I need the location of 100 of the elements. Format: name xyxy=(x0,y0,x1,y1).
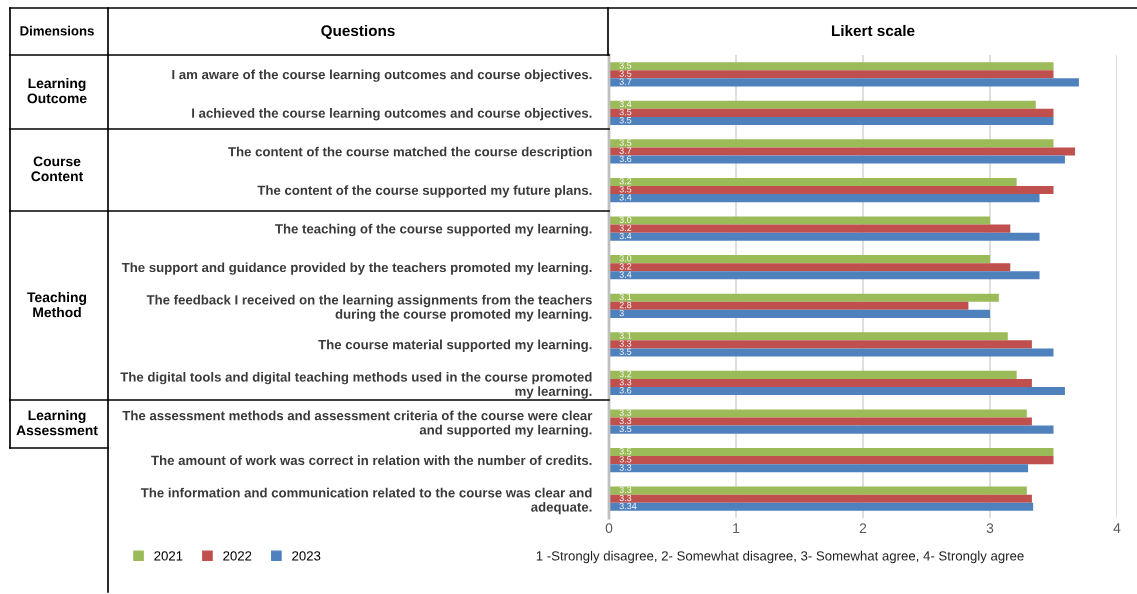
bar xyxy=(609,271,1040,280)
data-label: 3.5 xyxy=(619,108,632,116)
data-label: 3.3 xyxy=(619,378,632,386)
text: Teaching Method xyxy=(27,292,87,318)
data-label: 3.2 xyxy=(619,370,632,378)
data-label: 3.3 xyxy=(619,494,632,502)
y-tick-label: The content of the course matched the course description xyxy=(228,146,592,159)
bar xyxy=(609,425,1054,434)
bar xyxy=(609,409,1027,418)
data-label: 3.5 xyxy=(619,117,632,124)
data-label: 3.5 xyxy=(619,448,632,455)
data-label: 3.3 xyxy=(619,464,632,471)
data-label: 3.5 xyxy=(619,186,632,193)
data-label: 3.7 xyxy=(619,78,632,85)
x-tick-label: 2 xyxy=(859,523,867,533)
bar xyxy=(609,100,1036,109)
bar xyxy=(609,456,1054,465)
data-label: 3.3 xyxy=(619,340,632,347)
data-label: 3.2 xyxy=(619,263,632,270)
y-tick-label: The information and communication related to the course was clear and adequate. xyxy=(140,487,592,515)
bar xyxy=(609,62,1054,71)
bar xyxy=(609,494,1032,503)
data-label: 3.2 xyxy=(619,177,632,185)
data-label: 3.3 xyxy=(619,417,632,424)
data-label: 3.4 xyxy=(619,194,632,201)
data-label: 3.3 xyxy=(619,409,632,416)
data-label: 3.34 xyxy=(619,502,637,510)
x-tick-label: 1 xyxy=(733,523,740,533)
text: Dimensions xyxy=(20,25,94,36)
bar xyxy=(609,139,1054,148)
bar xyxy=(609,70,1054,79)
bar xyxy=(609,108,1054,117)
bar xyxy=(609,263,1011,272)
y-tick-label: I am aware of the course learning outcomes and course objectives. xyxy=(172,69,592,82)
bar xyxy=(609,378,1032,388)
data-label: 3.1 xyxy=(619,293,632,301)
bar xyxy=(609,464,1029,473)
data-label: 3.4 xyxy=(619,232,632,240)
bar xyxy=(609,216,990,225)
bar xyxy=(609,332,1008,341)
x-axis-title: 1 -Strongly disagree, 2- Somewhat disagree, 3- Somewhat agree, 4- Strongly agree xyxy=(536,550,1024,564)
y-tick-label: The digital tools and digital teaching methods used in the course promoted my learning. xyxy=(120,372,592,399)
bar xyxy=(609,340,1032,349)
y-tick-label: The assessment methods and assessment criteria of the course were clear and supported my learning. xyxy=(122,410,593,438)
text: Questions xyxy=(321,24,395,39)
bar xyxy=(609,447,1054,457)
bar xyxy=(609,348,1054,357)
chart-title: Likert scale xyxy=(831,24,915,37)
data-label: 3.5 xyxy=(619,139,632,146)
data-label: 3.7 xyxy=(619,147,632,154)
bar xyxy=(609,255,990,264)
data-label: 3.0 xyxy=(619,255,632,262)
bar xyxy=(609,370,1017,379)
y-tick-label: The teaching of the course supported my learning. xyxy=(275,223,592,237)
y-tick-label: I achieved the course learning outcomes and course objectives. xyxy=(192,108,592,121)
bar xyxy=(609,78,1079,87)
bar xyxy=(609,387,1065,396)
data-label: 3.5 xyxy=(619,348,632,355)
x-tick-label: 3 xyxy=(986,523,994,534)
bar xyxy=(609,502,1034,511)
x-tick-label: 4 xyxy=(1113,523,1121,533)
data-label: 3.1 xyxy=(619,332,632,339)
bar xyxy=(609,147,1076,156)
data-label: 3.0 xyxy=(619,216,632,223)
y-tick-label: The course material supported my learning. xyxy=(318,339,592,352)
bar xyxy=(609,177,1017,186)
text: Course Content xyxy=(31,156,84,182)
bar xyxy=(609,116,1054,126)
data-label: 3.4 xyxy=(619,271,632,278)
legend-label: 2021 xyxy=(154,551,183,561)
y-tick-label: The content of the course supported my future plans. xyxy=(257,185,592,198)
legend-label: 2022 xyxy=(223,551,252,561)
data-label: 3.6 xyxy=(619,387,632,394)
data-label: 3.2 xyxy=(619,224,632,232)
bar xyxy=(609,224,1011,233)
x-tick-label: 0 xyxy=(605,523,613,534)
data-label: 3.6 xyxy=(619,155,632,162)
data-label: 3 xyxy=(619,309,624,317)
bar xyxy=(609,232,1040,241)
text: Learning Outcome xyxy=(27,78,87,104)
data-label: 3.5 xyxy=(619,62,632,69)
bar xyxy=(609,486,1027,495)
text: Learning Assessment xyxy=(16,410,98,436)
bar xyxy=(609,417,1032,426)
data-label: 3.5 xyxy=(619,456,632,463)
y-tick-label: The amount of work was correct in relation with the number of credits. xyxy=(151,455,592,466)
bar xyxy=(609,155,1065,164)
data-label: 3.3 xyxy=(619,486,632,494)
bar xyxy=(609,293,999,302)
data-label: 2.8 xyxy=(619,301,632,309)
bar xyxy=(609,194,1040,203)
data-label: 3.5 xyxy=(619,425,632,433)
data-label: 3.4 xyxy=(619,100,632,108)
bar xyxy=(609,309,990,318)
legend-label: 2023 xyxy=(292,551,321,561)
data-label: 3.5 xyxy=(619,70,632,77)
y-tick-label: The feedback I received on the learning assignments from the teachers during the course promoted my learning. xyxy=(146,294,592,322)
bar xyxy=(609,185,1054,195)
y-tick-label: The support and guidance provided by the teachers promoted my learning. xyxy=(121,262,592,275)
bar xyxy=(609,301,969,310)
